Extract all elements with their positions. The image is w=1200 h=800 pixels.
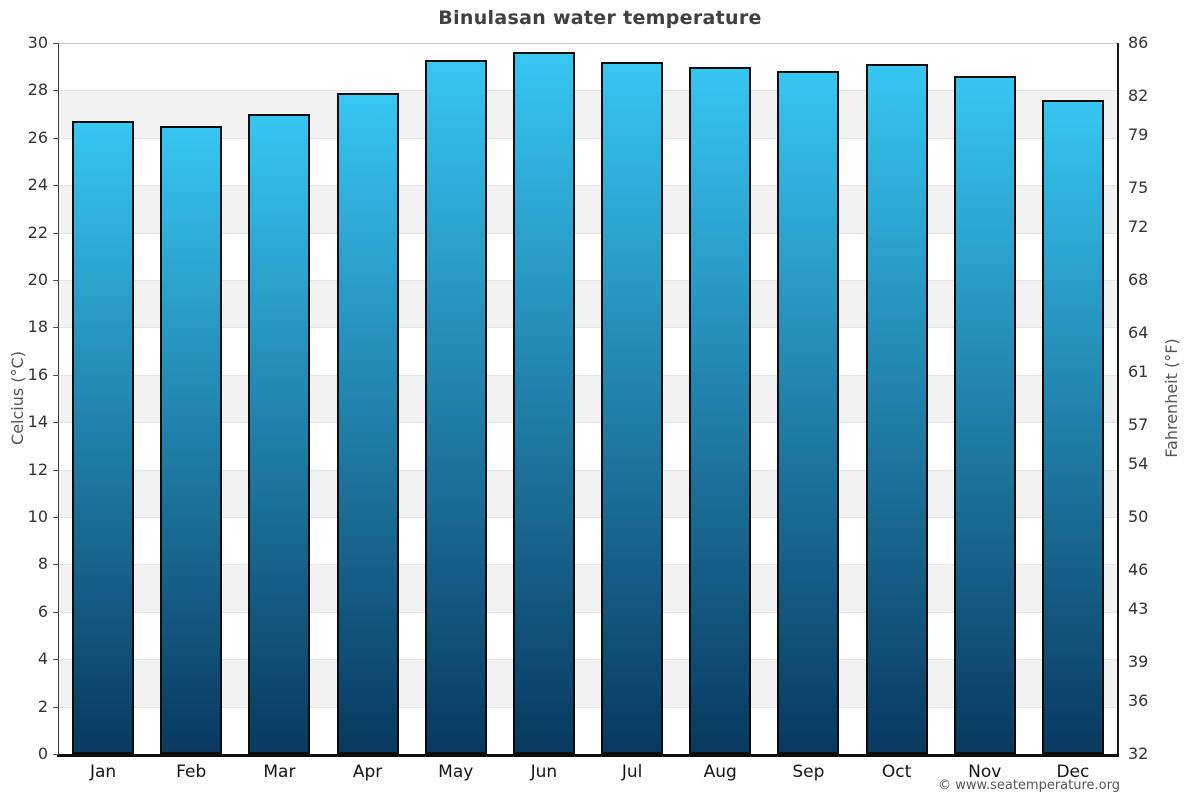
y-tick-label-celsius-28: 28 [27, 80, 48, 100]
x-tick-label-jun: Jun [530, 762, 558, 782]
bar-feb [160, 125, 223, 754]
bar-dec [1041, 99, 1104, 754]
bar-nov [953, 76, 1016, 754]
y-tick-label-fahrenheit-72: 72 [1128, 217, 1149, 237]
y-tick-label-fahrenheit-46: 46 [1128, 559, 1149, 579]
plot-band-24-22 [59, 185, 1117, 233]
x-tick-label-mar: Mar [263, 762, 296, 782]
x-tick-label-sep: Sep [792, 762, 825, 782]
y-tick-label-celsius-14: 14 [27, 412, 48, 432]
bar-jan [72, 121, 135, 754]
y-tick-label-celsius-10: 10 [27, 507, 48, 526]
bar-apr [336, 92, 399, 754]
x-tick-label-nov: Nov [968, 762, 1002, 782]
y-tickmark-celsius-2 [53, 706, 59, 708]
plot-band-2-0 [59, 706, 1117, 754]
bar-mar [248, 114, 311, 754]
bar-sep [777, 71, 840, 754]
left-axis-line [58, 43, 59, 754]
y-tick-label-celsius-24: 24 [27, 175, 48, 195]
y-tickmark-celsius-26 [53, 137, 59, 139]
plot-band-10-8 [59, 517, 1117, 565]
plot-band-14-12 [59, 422, 1117, 470]
plot-band-12-10 [59, 469, 1117, 517]
y-axis-title-fahrenheit: Fahrenheit (°F) [1162, 338, 1181, 458]
bar-may [424, 59, 487, 754]
plot-band-16-14 [59, 374, 1117, 423]
y-tick-label-celsius-22: 22 [27, 222, 48, 242]
bar-jul [601, 61, 664, 754]
y-tick-label-fahrenheit-39: 39 [1128, 651, 1149, 671]
y-tick-label-fahrenheit-79: 79 [1128, 125, 1149, 145]
y-tick-label-celsius-26: 26 [27, 127, 48, 147]
y-tickmark-celsius-18 [53, 327, 59, 329]
plot-band-6-4 [59, 611, 1117, 660]
y-tick-label-fahrenheit-32: 32 [1128, 744, 1149, 763]
y-tick-label-fahrenheit-75: 75 [1128, 177, 1149, 197]
y-tick-label-celsius-12: 12 [27, 459, 48, 479]
y-tick-label-celsius-0: 0 [37, 744, 48, 763]
x-tick-label-may: May [438, 762, 474, 782]
y-tick-label-fahrenheit-61: 61 [1128, 362, 1149, 382]
x-tick-label-jan: Jan [89, 762, 117, 782]
y-tickmark-celsius-20 [53, 280, 59, 281]
y-tick-label-celsius-30: 30 [27, 33, 48, 52]
y-tick-label-celsius-18: 18 [27, 317, 48, 337]
y-tick-label-celsius-20: 20 [27, 270, 48, 289]
plot-band-30-28 [59, 43, 1117, 91]
y-tick-label-celsius-6: 6 [37, 601, 48, 621]
y-tick-label-fahrenheit-57: 57 [1128, 414, 1149, 434]
y-tick-label-celsius-8: 8 [37, 554, 48, 574]
y-tick-label-fahrenheit-50: 50 [1128, 507, 1149, 526]
y-tick-label-celsius-4: 4 [37, 649, 48, 669]
copyright-text: © www.seatemperature.org [938, 778, 1120, 793]
y-tick-label-celsius-2: 2 [37, 696, 48, 716]
y-tickmark-celsius-10 [53, 517, 59, 518]
y-tickmark-celsius-6 [53, 611, 59, 613]
y-tickmark-celsius-22 [53, 232, 59, 234]
y-tick-label-fahrenheit-43: 43 [1128, 599, 1149, 619]
plot-band-22-20 [59, 232, 1117, 280]
plot-band-20-18 [59, 280, 1117, 328]
x-tick-label-apr: Apr [352, 762, 383, 782]
y-tick-label-fahrenheit-82: 82 [1128, 85, 1149, 105]
y-tickmark-celsius-30 [53, 43, 59, 44]
x-tick-label-aug: Aug [703, 762, 737, 782]
x-tick-label-dec: Dec [1056, 762, 1090, 782]
y-tickmark-celsius-16 [53, 374, 59, 376]
right-axis-line [1117, 43, 1119, 754]
y-tickmark-celsius-8 [53, 564, 59, 566]
y-tickmark-celsius-28 [53, 90, 59, 92]
y-tick-label-fahrenheit-36: 36 [1128, 691, 1149, 711]
plot-band-8-6 [59, 564, 1117, 612]
plot-band-28-26 [59, 90, 1117, 138]
y-tickmark-celsius-12 [53, 469, 59, 471]
y-tick-label-fahrenheit-54: 54 [1128, 454, 1149, 474]
y-tickmark-celsius-24 [53, 185, 59, 187]
x-tick-label-feb: Feb [176, 762, 207, 782]
plot-area [59, 43, 1117, 754]
y-tick-label-fahrenheit-86: 86 [1128, 33, 1149, 52]
y-tickmark-celsius-4 [53, 659, 59, 661]
y-tickmark-celsius-14 [53, 422, 59, 424]
plot-band-4-2 [59, 659, 1117, 707]
chart-title: Binulasan water temperature [438, 7, 762, 29]
x-tick-label-jul: Jul [621, 762, 643, 782]
x-tick-label-oct: Oct [881, 762, 912, 782]
y-tick-label-fahrenheit-68: 68 [1128, 270, 1149, 289]
bar-jun [512, 52, 575, 754]
plot-band-18-16 [59, 327, 1117, 375]
y-tick-label-fahrenheit-64: 64 [1128, 322, 1149, 342]
plot-band-26-24 [59, 137, 1117, 186]
bar-aug [689, 66, 752, 754]
y-tickmark-celsius-0 [53, 754, 59, 755]
y-tick-label-celsius-16: 16 [27, 364, 48, 384]
bar-oct [865, 64, 928, 754]
bottom-axis-line [57, 754, 1119, 757]
